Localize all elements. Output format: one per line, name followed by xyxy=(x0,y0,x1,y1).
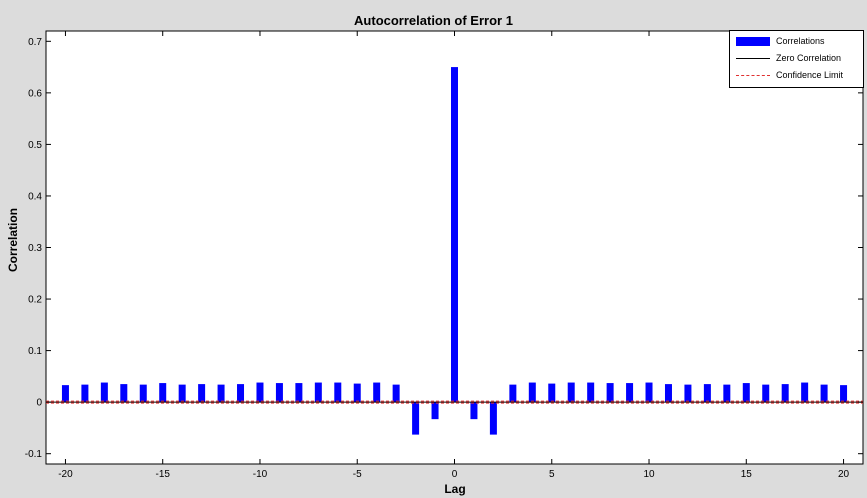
bar-lag--6 xyxy=(334,382,342,403)
bar-lag-13 xyxy=(703,384,711,403)
x-tick-label: 20 xyxy=(838,469,850,480)
x-tick-label: 15 xyxy=(741,469,753,480)
bar-lag--11 xyxy=(237,384,245,403)
bar-lag-17 xyxy=(781,384,789,403)
bar-lag-1 xyxy=(470,402,478,420)
legend-item-zero-correlation: Zero Correlation xyxy=(736,52,841,64)
x-tick-label: -20 xyxy=(58,469,73,480)
bar-lag-5 xyxy=(548,383,556,403)
x-tick-label: -15 xyxy=(155,469,170,480)
y-tick-label: 0 xyxy=(36,398,42,409)
bar-lag--4 xyxy=(373,382,381,403)
bar-lag-4 xyxy=(528,382,536,403)
x-tick-label: -10 xyxy=(253,469,268,480)
legend-label-correlations: Correlations xyxy=(776,36,825,46)
bar-lag-15 xyxy=(742,383,750,403)
bar-lag--3 xyxy=(392,384,400,403)
y-tick-label: 0.4 xyxy=(28,191,42,202)
y-tick-label: -0.1 xyxy=(25,449,43,460)
bar-lag-19 xyxy=(820,384,828,403)
bar-lag-12 xyxy=(684,384,692,403)
bar-lag--10 xyxy=(256,382,264,403)
bar-lag-16 xyxy=(762,384,770,403)
x-tick-label: -5 xyxy=(353,469,362,480)
y-tick-label: 0.5 xyxy=(28,140,42,151)
legend-item-confidence-limit: Confidence Limit xyxy=(736,69,843,81)
x-axis-label: Lag xyxy=(444,482,466,496)
bar-lag-7 xyxy=(587,382,595,403)
bar-lag-2 xyxy=(489,402,497,435)
bar-lag--2 xyxy=(412,402,420,435)
bar-lag--20 xyxy=(61,385,69,403)
bar-lag--1 xyxy=(431,402,439,420)
bar-lag--19 xyxy=(81,384,89,403)
bar-lag-3 xyxy=(509,384,517,403)
bar-lag--16 xyxy=(139,384,147,403)
legend-item-correlations: Correlations xyxy=(736,35,825,47)
legend-label-confidence-limit: Confidence Limit xyxy=(776,70,844,80)
bar-lag-11 xyxy=(664,384,672,403)
bar-lag--13 xyxy=(198,384,206,403)
chart-legend: Correlations Zero Correlation Confidence… xyxy=(729,30,864,88)
y-tick-label: 0.3 xyxy=(28,243,42,254)
x-tick-label: 0 xyxy=(452,469,458,480)
bar-lag-8 xyxy=(606,383,614,403)
legend-swatch-dashed xyxy=(736,74,770,76)
bar-lag--7 xyxy=(314,382,322,403)
bar-lag--17 xyxy=(120,384,128,403)
bar-lag-6 xyxy=(567,382,575,403)
x-tick-label: 10 xyxy=(643,469,655,480)
bar-lag--18 xyxy=(100,382,108,403)
legend-swatch-bar xyxy=(736,36,770,46)
bar-lag--15 xyxy=(159,383,167,403)
y-tick-label: 0.2 xyxy=(28,295,42,306)
bar-lag--8 xyxy=(295,383,303,403)
bar-lag--5 xyxy=(353,383,361,403)
y-tick-label: 0.6 xyxy=(28,88,42,99)
y-tick-label: 0.1 xyxy=(28,346,42,357)
chart-title: Autocorrelation of Error 1 xyxy=(354,13,513,28)
y-tick-label: 0.7 xyxy=(28,37,42,48)
legend-swatch-line xyxy=(736,57,770,59)
bar-lag-0 xyxy=(451,67,458,403)
bar-lag--14 xyxy=(178,384,186,403)
bar-lag-14 xyxy=(723,384,731,403)
bar-lag-10 xyxy=(645,382,653,403)
bar-lag-18 xyxy=(801,382,809,403)
legend-label-zero-correlation: Zero Correlation xyxy=(776,53,842,63)
x-tick-label: 5 xyxy=(549,469,555,480)
bar-lag-9 xyxy=(626,383,634,403)
bar-lag--9 xyxy=(275,383,283,403)
bar-lag-20 xyxy=(840,385,848,403)
bar-lag--12 xyxy=(217,384,225,403)
